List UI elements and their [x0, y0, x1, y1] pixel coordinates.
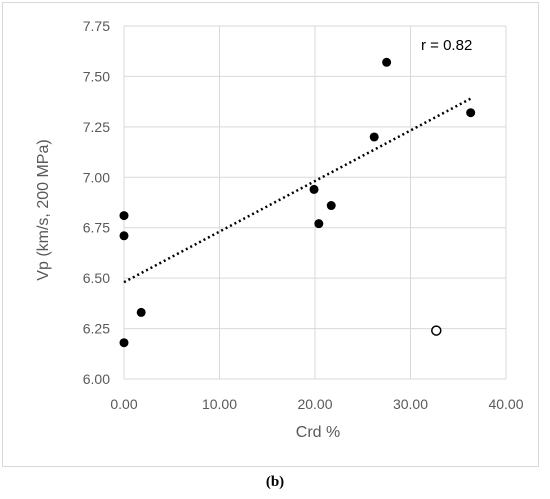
data-point-open — [431, 325, 442, 336]
data-point — [119, 338, 129, 348]
data-point — [119, 211, 129, 221]
y-axis-title: Vp (km/s, 200 MPa) — [35, 139, 52, 280]
y-tick-label: 7.00 — [83, 169, 110, 185]
x-tick-label: 40.00 — [488, 396, 523, 412]
x-tick-label: 10.00 — [202, 396, 237, 412]
data-point — [309, 184, 319, 194]
trendline — [123, 97, 472, 284]
x-axis-title: Crd % — [296, 424, 340, 441]
correlation-annotation: r = 0.82 — [421, 37, 472, 54]
y-tick-label: 6.75 — [83, 220, 110, 236]
data-points — [119, 57, 476, 348]
figure-caption: (b) — [265, 474, 285, 490]
x-tick-label: 0.00 — [110, 396, 137, 412]
data-point — [369, 132, 379, 142]
trendline-layer — [123, 97, 472, 284]
data-point — [136, 307, 146, 317]
data-point — [119, 231, 129, 241]
gridlines — [123, 25, 507, 380]
tick-labels: 6.00 6.25 6.50 6.75 7.00 7.25 7.50 7.75 0.00 10.0… — [83, 18, 524, 412]
y-tick-label: 7.75 — [83, 18, 110, 34]
data-point — [314, 219, 324, 229]
data-point — [466, 108, 476, 118]
data-point — [326, 201, 336, 211]
y-tick-label: 6.25 — [83, 321, 110, 337]
scatter-chart: 6.00 6.25 6.50 6.75 7.00 7.25 7.50 7.75 0.00 10.0… — [35, 18, 524, 441]
y-tick-label: 6.50 — [83, 270, 110, 286]
data-point — [382, 57, 392, 67]
y-tick-label: 6.00 — [83, 371, 110, 387]
y-tick-label: 7.50 — [83, 68, 110, 84]
x-tick-label: 30.00 — [393, 396, 428, 412]
y-tick-label: 7.25 — [83, 119, 110, 135]
chart-area — [2, 2, 539, 467]
x-tick-label: 20.00 — [297, 396, 332, 412]
